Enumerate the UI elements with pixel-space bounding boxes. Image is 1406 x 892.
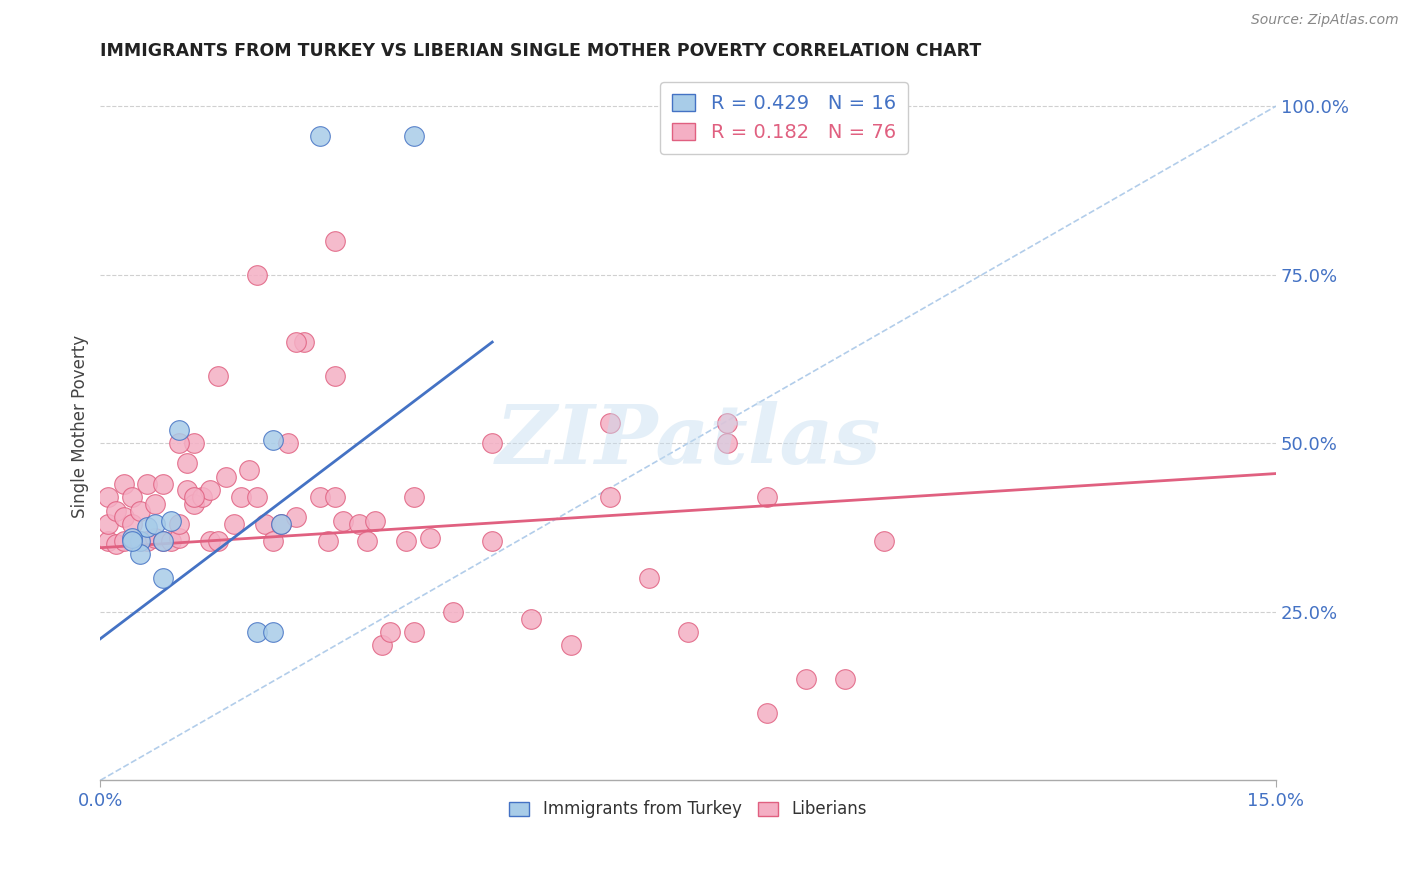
Y-axis label: Single Mother Poverty: Single Mother Poverty — [72, 334, 89, 518]
Point — [215, 470, 238, 484]
Point — [371, 639, 394, 653]
Point — [262, 533, 284, 548]
Point — [167, 423, 190, 437]
Point — [325, 368, 347, 383]
Point — [222, 517, 245, 532]
Point — [152, 533, 174, 548]
Point — [316, 533, 339, 548]
Point — [105, 537, 128, 551]
Point — [152, 476, 174, 491]
Point — [285, 335, 308, 350]
Point — [128, 503, 150, 517]
Point — [143, 517, 166, 532]
Point — [105, 503, 128, 517]
Point — [183, 490, 205, 504]
Point — [285, 510, 308, 524]
Point — [246, 625, 269, 640]
Point — [253, 517, 276, 532]
Point — [112, 476, 135, 491]
Point — [325, 234, 347, 248]
Point — [873, 533, 896, 548]
Point — [152, 571, 174, 585]
Point — [481, 436, 503, 450]
Point — [308, 490, 330, 504]
Point — [380, 625, 402, 640]
Point — [402, 625, 425, 640]
Point — [207, 368, 229, 383]
Point — [136, 520, 159, 534]
Legend: Immigrants from Turkey, Liberians: Immigrants from Turkey, Liberians — [502, 794, 873, 825]
Point — [599, 416, 621, 430]
Point — [143, 531, 166, 545]
Point — [97, 533, 120, 548]
Point — [599, 490, 621, 504]
Point — [97, 517, 120, 532]
Point — [97, 490, 120, 504]
Point — [755, 706, 778, 720]
Point — [834, 672, 856, 686]
Point — [716, 416, 738, 430]
Point — [270, 517, 292, 532]
Point — [198, 533, 221, 548]
Point — [325, 490, 347, 504]
Point — [198, 483, 221, 498]
Point — [231, 490, 253, 504]
Point — [128, 533, 150, 548]
Point — [167, 517, 190, 532]
Point — [167, 436, 190, 450]
Point — [395, 533, 418, 548]
Point — [441, 605, 464, 619]
Point — [143, 497, 166, 511]
Point — [262, 625, 284, 640]
Point — [112, 533, 135, 548]
Point — [112, 510, 135, 524]
Point — [363, 514, 385, 528]
Text: Source: ZipAtlas.com: Source: ZipAtlas.com — [1251, 13, 1399, 28]
Point — [560, 639, 582, 653]
Point — [167, 531, 190, 545]
Point — [270, 517, 292, 532]
Point — [481, 533, 503, 548]
Point — [794, 672, 817, 686]
Point — [136, 476, 159, 491]
Point — [262, 433, 284, 447]
Point — [207, 533, 229, 548]
Point — [128, 548, 150, 562]
Point — [183, 497, 205, 511]
Point — [160, 514, 183, 528]
Point — [246, 268, 269, 282]
Point — [755, 490, 778, 504]
Point — [136, 533, 159, 548]
Point — [121, 490, 143, 504]
Point — [160, 533, 183, 548]
Point — [332, 514, 354, 528]
Point — [520, 611, 543, 625]
Point — [121, 517, 143, 532]
Text: ZIPatlas: ZIPatlas — [495, 401, 882, 481]
Point — [676, 625, 699, 640]
Point — [121, 533, 143, 548]
Point — [246, 490, 269, 504]
Point — [183, 436, 205, 450]
Point — [176, 457, 198, 471]
Point — [152, 533, 174, 548]
Text: IMMIGRANTS FROM TURKEY VS LIBERIAN SINGLE MOTHER POVERTY CORRELATION CHART: IMMIGRANTS FROM TURKEY VS LIBERIAN SINGL… — [100, 42, 981, 60]
Point — [356, 533, 378, 548]
Point — [716, 436, 738, 450]
Point — [347, 517, 370, 532]
Point — [238, 463, 260, 477]
Point — [176, 483, 198, 498]
Point — [402, 129, 425, 144]
Point — [128, 533, 150, 548]
Point — [191, 490, 214, 504]
Point — [638, 571, 661, 585]
Point — [277, 436, 299, 450]
Point — [402, 490, 425, 504]
Point — [308, 129, 330, 144]
Point — [418, 531, 440, 545]
Point — [292, 335, 315, 350]
Point — [121, 531, 143, 545]
